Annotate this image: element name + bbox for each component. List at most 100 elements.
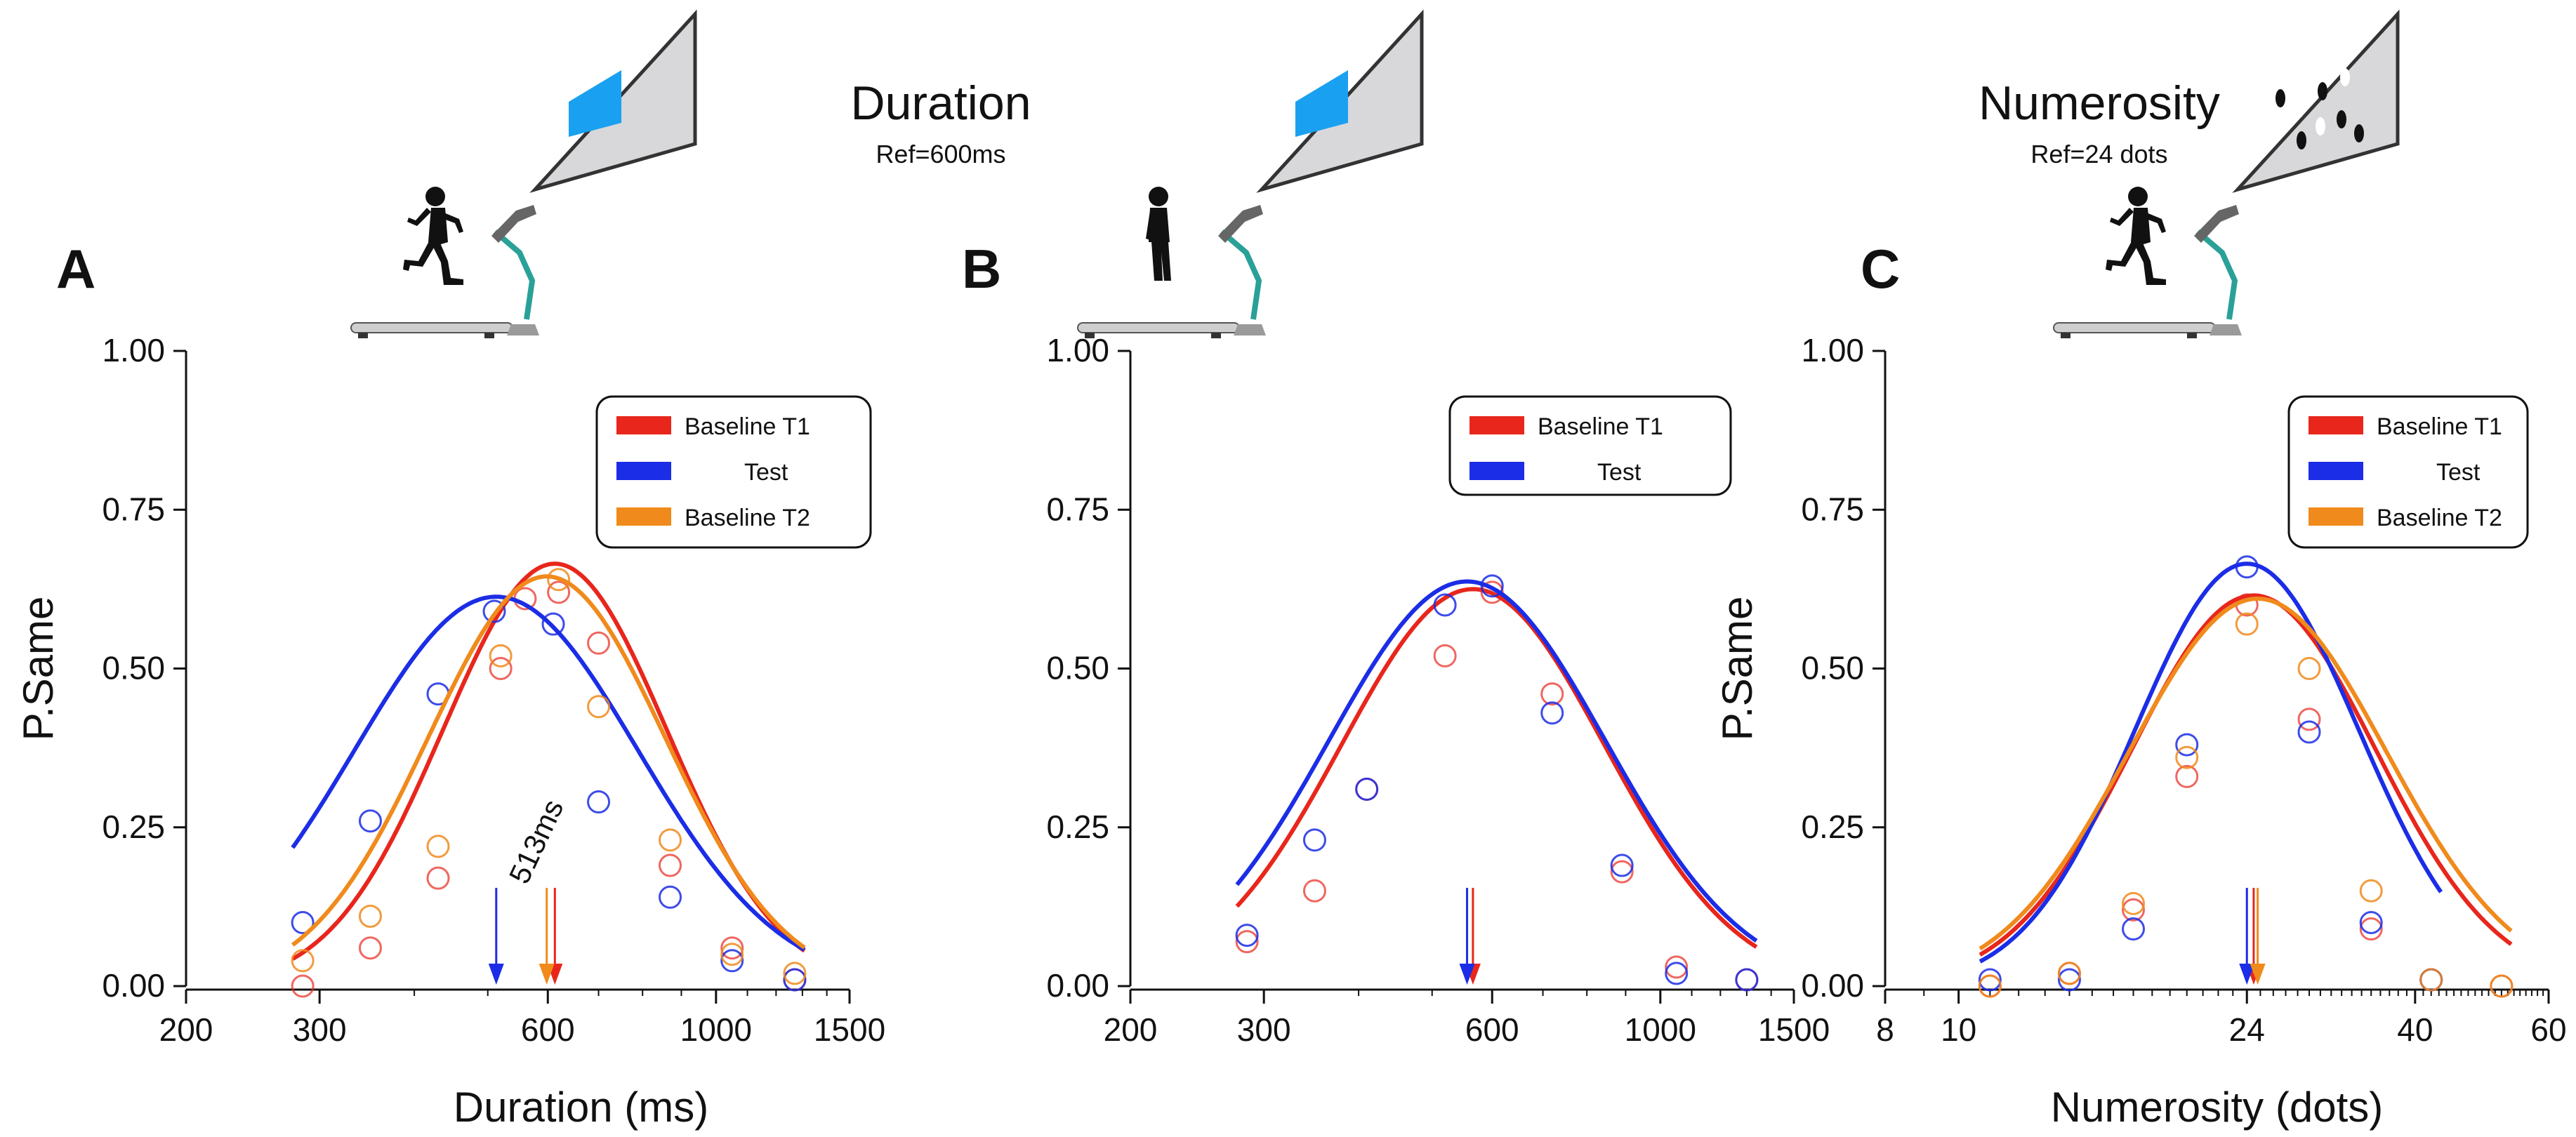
data-point — [720, 949, 744, 973]
pse-annotation: 513ms — [503, 794, 570, 889]
legend-label: Baseline T1 — [2377, 413, 2502, 440]
x-tick-label: 300 — [293, 1011, 347, 1048]
x-tick-label: 200 — [159, 1011, 213, 1048]
legend-swatch — [2309, 462, 2363, 480]
data-point — [1433, 644, 1457, 667]
y-tick-label: 0.50 — [1801, 650, 1864, 686]
data-point — [291, 974, 315, 998]
legend-swatch — [1469, 462, 1524, 480]
data-point — [1735, 968, 1759, 992]
y-tick-label: 0.00 — [1046, 967, 1109, 1004]
data-point — [720, 936, 744, 960]
x-tick-label: 60 — [2530, 1011, 2566, 1048]
data-point — [1302, 828, 1326, 852]
legend-swatch — [2309, 507, 2363, 526]
pse-arrow-head — [539, 964, 555, 985]
runner-on-treadmill-icon — [2053, 9, 2400, 339]
data-point — [541, 612, 565, 636]
y-tick-label: 0.00 — [102, 967, 165, 1004]
data-point — [2297, 657, 2321, 680]
x-axis-label: Numerosity (dots) — [2051, 1084, 2383, 1131]
y-tick-label: 1.00 — [1046, 332, 1109, 368]
data-point — [1540, 701, 1564, 725]
legend-swatch — [616, 462, 671, 480]
pse-arrow-head — [1459, 964, 1475, 985]
numerosity-ref: Ref=24 dots — [2030, 140, 2167, 168]
y-tick-label: 0.25 — [102, 809, 165, 845]
legend-label: Test — [2436, 459, 2481, 486]
pse-arrow-head — [2239, 964, 2255, 985]
duration-title: Duration — [850, 77, 1031, 130]
data-point — [1610, 860, 1634, 884]
fit-curve — [1979, 561, 2443, 964]
x-tick-label: 8 — [1876, 1011, 1894, 1048]
data-point — [659, 885, 682, 909]
x-tick-label: 1500 — [1758, 1011, 1830, 1048]
data-point — [2297, 720, 2321, 744]
legend-label: Baseline T1 — [685, 413, 810, 440]
x-tick-label: 1500 — [814, 1011, 885, 1048]
y-axis-label: P.Same — [1714, 597, 1761, 741]
data-point — [1665, 962, 1689, 985]
fit-curve — [1235, 579, 1758, 943]
data-point — [358, 904, 382, 928]
y-tick-label: 0.25 — [1801, 809, 1864, 845]
data-point — [2175, 745, 2199, 769]
data-point — [358, 936, 382, 960]
series-test — [1235, 574, 1759, 992]
legend-label: Test — [744, 459, 788, 486]
legend-swatch — [616, 507, 671, 526]
data-point — [1610, 853, 1634, 877]
y-tick-label: 0.75 — [1801, 491, 1864, 527]
series-baseline-t2 — [1978, 597, 2514, 998]
data-point — [2235, 555, 2259, 579]
x-tick-label: 200 — [1104, 1011, 1158, 1048]
data-point — [358, 809, 382, 833]
x-tick-label: 40 — [2397, 1011, 2433, 1048]
numerosity-title: Numerosity — [1979, 77, 2220, 130]
data-point — [2297, 707, 2321, 731]
series-baseline-t1 — [1978, 593, 2514, 998]
panel-a: A 0.00 0.25 0.50 0.75 1.00 200 300 600 1000 1500 P.… — [15, 238, 885, 1131]
legend-label: Baseline T2 — [2377, 505, 2502, 531]
data-point — [1235, 924, 1259, 948]
data-point — [783, 962, 807, 985]
data-point — [2057, 962, 2081, 985]
data-point — [2122, 898, 2146, 922]
data-point — [2359, 879, 2383, 903]
data-point — [587, 631, 611, 655]
data-point — [547, 580, 571, 604]
y-tick-label: 0.00 — [1801, 967, 1864, 1004]
y-tick-label: 1.00 — [102, 332, 165, 368]
data-point — [1978, 968, 2002, 992]
data-point — [489, 644, 513, 667]
x-tick-label: 600 — [521, 1011, 575, 1048]
legend-swatch — [1469, 416, 1524, 434]
legend: Baseline T1 Test Baseline T2 — [2287, 395, 2529, 549]
fit-curve — [1979, 593, 2513, 957]
pse-arrow-head — [488, 964, 504, 985]
data-point — [2122, 917, 2146, 941]
runner-on-treadmill-icon — [350, 9, 697, 339]
y-tick-label: 0.75 — [1046, 491, 1109, 527]
data-point — [547, 568, 571, 592]
x-tick-label: 10 — [1941, 1011, 1976, 1048]
x-tick-label: 1000 — [680, 1011, 752, 1048]
y-tick-label: 0.75 — [102, 491, 165, 527]
fit-curve — [291, 594, 806, 952]
series-test — [291, 594, 807, 992]
y-axis-label: P.Same — [15, 597, 62, 741]
data-point — [2057, 968, 2081, 992]
data-point — [1665, 955, 1689, 979]
series-baseline-t1 — [291, 561, 807, 998]
data-point — [2122, 891, 2146, 915]
data-point — [2175, 733, 2199, 757]
data-point — [587, 790, 611, 814]
x-tick-label: 300 — [1237, 1011, 1291, 1048]
data-point — [2175, 764, 2199, 788]
legend-label: Baseline T1 — [1538, 413, 1663, 440]
walker-on-treadmill-icon — [1077, 9, 1424, 339]
y-tick-label: 1.00 — [1801, 332, 1864, 368]
panel-letter: C — [1861, 238, 1900, 300]
data-point — [1302, 879, 1326, 903]
